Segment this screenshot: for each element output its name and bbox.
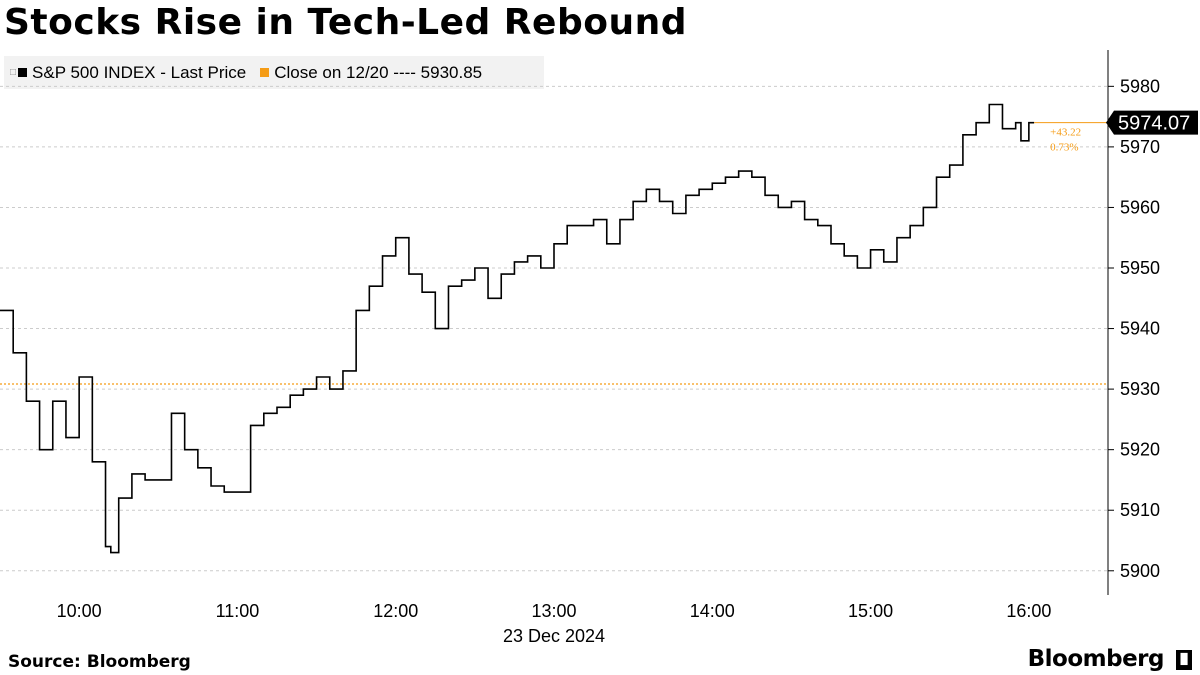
source-note: Source: Bloomberg [8, 652, 191, 672]
last-price-label: 5974.07 [1118, 113, 1190, 135]
price-series [0, 103, 1035, 554]
y-tick-label: 5960 [1120, 197, 1160, 217]
y-axis: 5900 5910 5920 5930 5940 5950 5960 5970 5980 [1107, 50, 1160, 595]
y-tick-label: 5940 [1120, 319, 1160, 339]
y-tick-label: 5900 [1120, 561, 1160, 581]
chart-title: Stocks Rise in Tech-Led Rebound [4, 2, 687, 43]
legend-label-last-price: S&P 500 INDEX - Last Price [32, 62, 247, 82]
legend: □ S&P 500 INDEX - Last Price Close on 12… [4, 56, 544, 89]
x-tick-label: 14:00 [690, 601, 735, 621]
x-tick-label: 13:00 [531, 601, 576, 621]
y-tick-label: 5910 [1120, 500, 1160, 520]
price-line [0, 103, 1035, 554]
legend-handle-icon[interactable]: □ [10, 67, 17, 78]
legend-item-close[interactable]: Close on 12/20 ---- 5930.85 [260, 63, 482, 83]
legend-item-last-price[interactable]: S&P 500 INDEX - Last Price [18, 63, 246, 83]
x-tick-label: 12:00 [373, 601, 418, 621]
last-price-badge [1106, 110, 1198, 135]
legend-swatch-orange [260, 68, 270, 77]
y-tick-label: 5920 [1120, 440, 1160, 460]
y-tick-label: 5930 [1120, 379, 1160, 399]
brand-logo: Bloomberg [1027, 646, 1165, 672]
y-tick-label: 5980 [1120, 76, 1160, 96]
legend-swatch-black [18, 68, 28, 77]
x-tick-label: 16:00 [1006, 601, 1051, 621]
change-pct-label: 0.73% [1050, 142, 1078, 154]
x-axis: 10:00 11:00 12:00 13:00 14:00 15:00 16:00 23 De… [57, 601, 1052, 646]
y-tick-label: 5970 [1120, 137, 1160, 157]
x-tick-label: 11:00 [216, 601, 260, 621]
y-tick-label: 5950 [1120, 258, 1160, 278]
change-label: +43.22 [1050, 127, 1081, 139]
bloomberg-icon: █ [1176, 650, 1192, 670]
legend-label-close: Close on 12/20 ---- 5930.85 [274, 62, 483, 82]
x-axis-label: 23 Dec 2024 [503, 626, 605, 646]
price-badges: 5974.07 +43.22 0.73% [1034, 110, 1198, 154]
grid-lines [0, 85, 1108, 572]
x-tick-label: 10:00 [57, 601, 102, 621]
x-tick-label: 15:00 [848, 601, 893, 621]
